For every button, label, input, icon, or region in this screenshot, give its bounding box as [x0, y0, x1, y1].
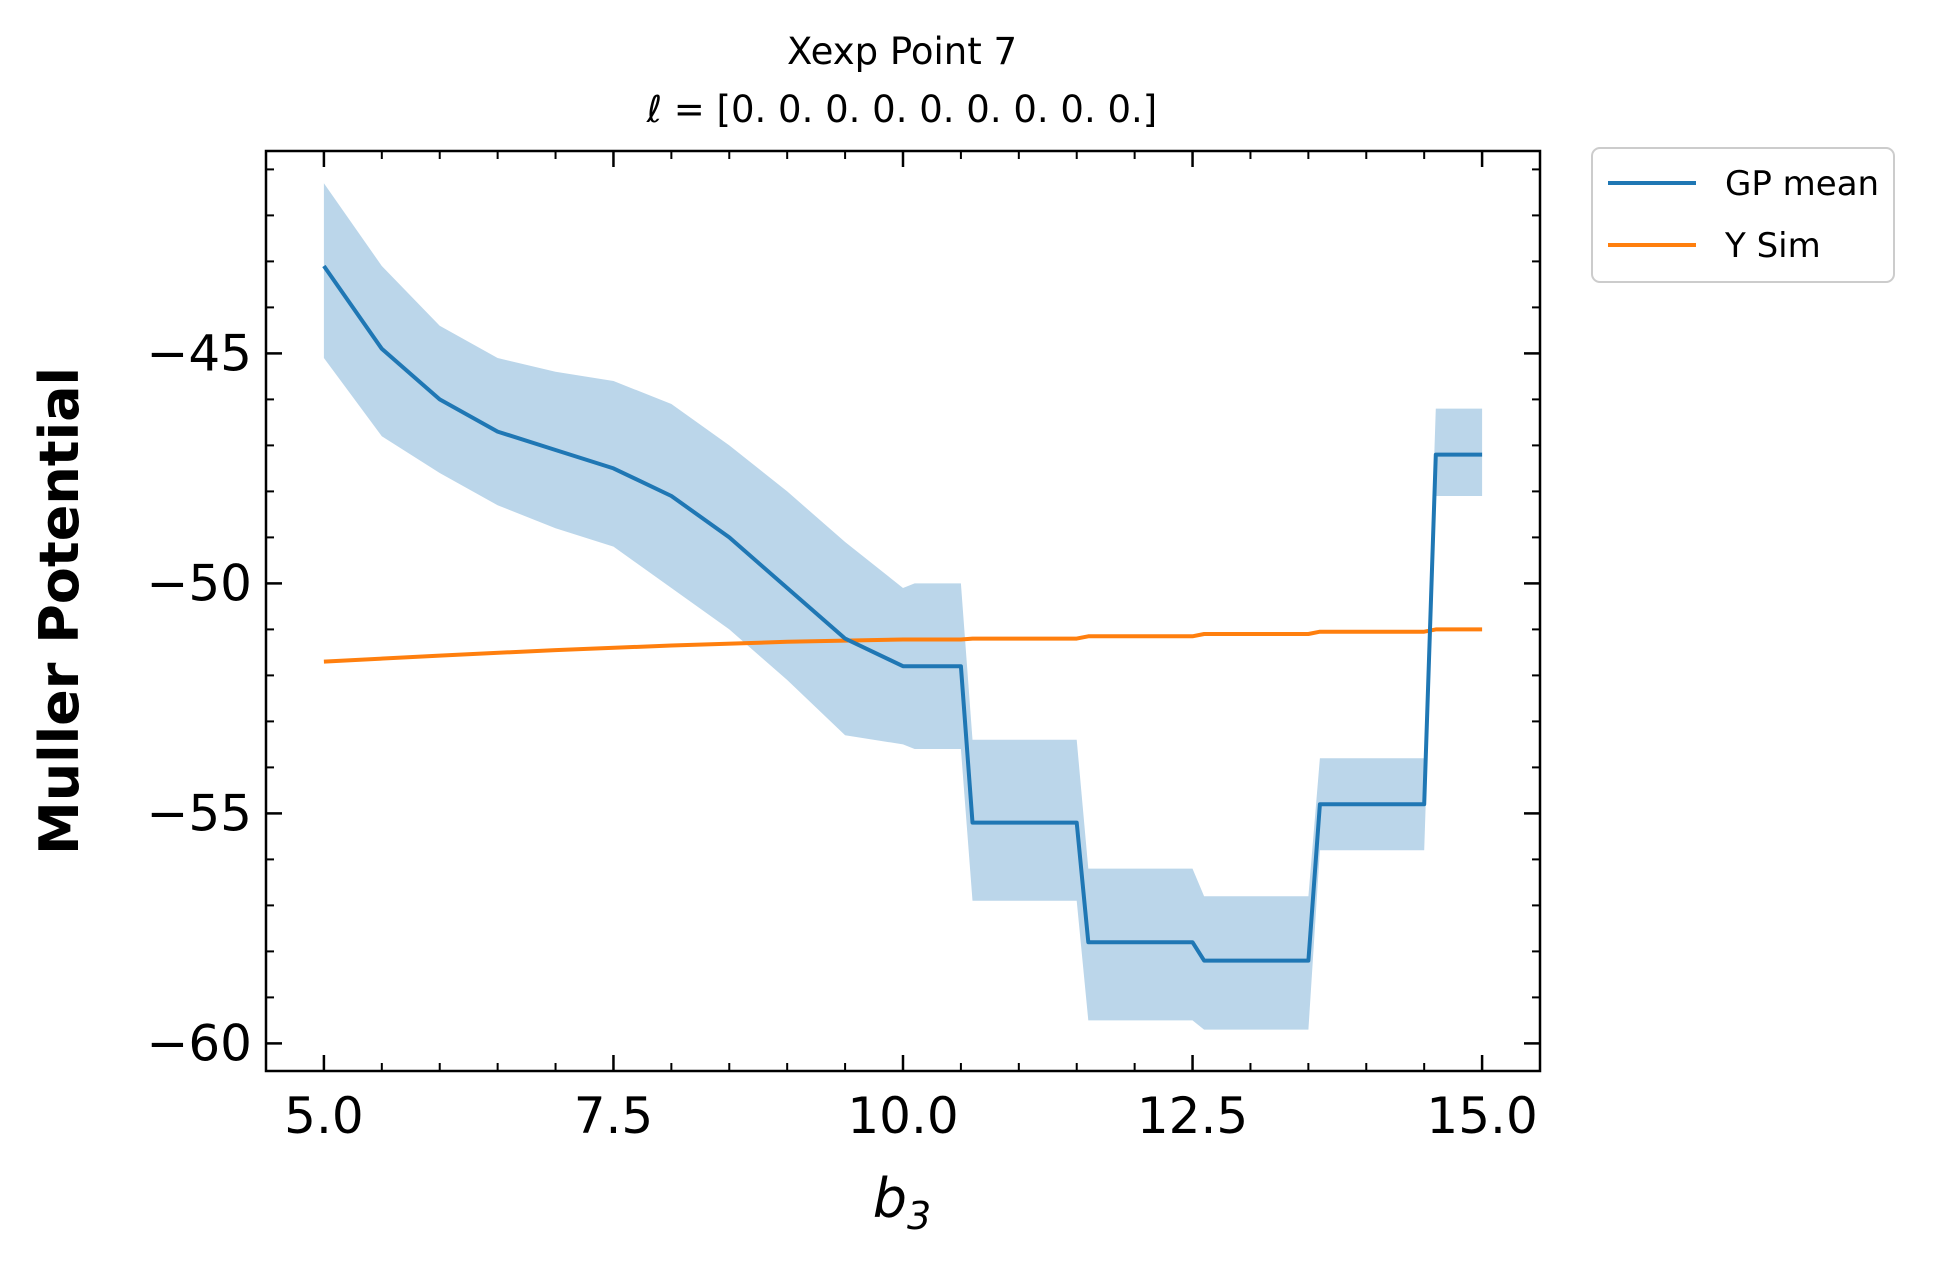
x-axis-label-subscript: 3: [907, 1194, 931, 1238]
y-axis-label: Muller Potential: [28, 367, 91, 855]
x-axis-ticks: 5.0 7.5 10.0 12.5 15.0: [265, 151, 1541, 1145]
series-layer: [322, 264, 1483, 963]
legend-label-gp-mean: GP mean: [1725, 164, 1879, 204]
legend-label-y-sim: Y Sim: [1724, 226, 1821, 266]
y-tick-label: −60: [146, 1014, 252, 1072]
x-axis-label: b3: [873, 1167, 931, 1238]
x-axis-label-main: b: [873, 1167, 907, 1230]
series-line-y-sim: [323, 627, 1483, 664]
x-tick-label: 15.0: [1426, 1087, 1537, 1145]
confidence-band-layer: [323, 183, 1483, 1030]
confidence-band: [323, 183, 1483, 1030]
legend: GP mean Y Sim: [1591, 147, 1895, 283]
series-line-gp-mean: [322, 264, 1483, 963]
x-tick-label: 7.5: [574, 1087, 654, 1145]
x-tick-label: 10.0: [847, 1087, 958, 1145]
chart-subtitle: ℓ = [0. 0. 0. 0. 0. 0. 0. 0. 0.]: [646, 88, 1157, 131]
y-tick-label: −55: [146, 784, 252, 842]
x-tick-label: 5.0: [284, 1087, 364, 1145]
chart-title: Xexp Point 7: [787, 30, 1017, 73]
y-axis-ticks: −45 −50 −55 −60: [146, 168, 1540, 1072]
x-tick-label: 12.5: [1137, 1087, 1248, 1145]
y-tick-label: −50: [146, 554, 252, 612]
y-tick-label: −45: [146, 324, 252, 382]
